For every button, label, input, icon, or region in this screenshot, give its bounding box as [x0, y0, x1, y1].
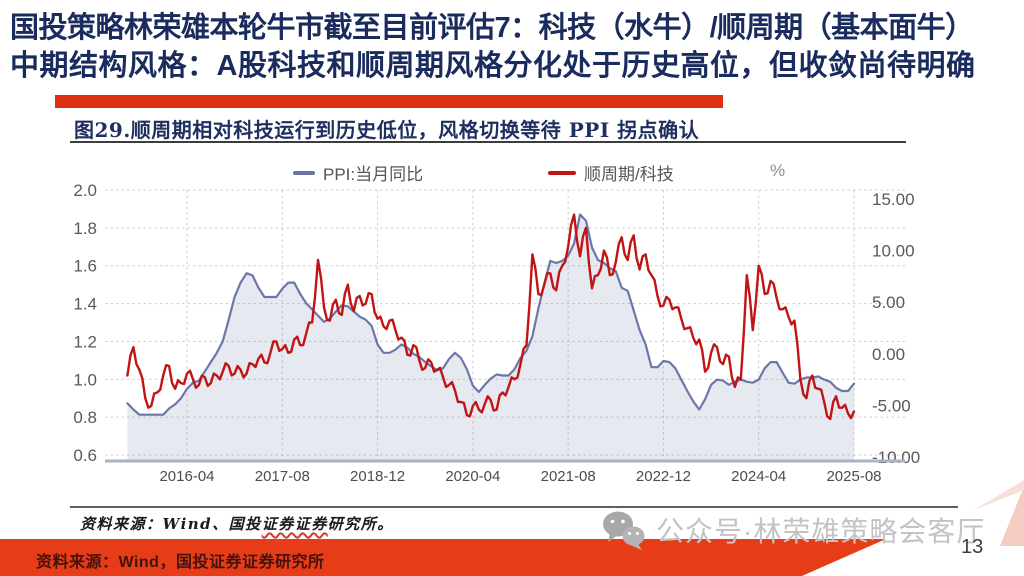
svg-text:2020-04: 2020-04 — [445, 468, 500, 485]
chart-legend: PPI:当月同比 顺周期/科技 % — [0, 160, 1024, 185]
figure-title-rule — [70, 141, 906, 143]
legend-item-ratio: 顺周期/科技 — [548, 160, 674, 185]
svg-text:2025-08: 2025-08 — [826, 468, 881, 485]
svg-text:-10.00: -10.00 — [872, 448, 920, 467]
figure-source-wavy: 证券证券 — [261, 515, 328, 533]
right-axis-unit: % — [770, 161, 786, 180]
title-line-1: 国投策略林荣雄本轮牛市截至目前评估7：科技（水牛）/顺周期（基本面牛） — [10, 12, 974, 44]
svg-text:2022-12: 2022-12 — [636, 468, 691, 485]
svg-text:2021-08: 2021-08 — [541, 468, 596, 485]
svg-text:2017-08: 2017-08 — [255, 468, 310, 485]
legend-item-ppi: PPI:当月同比 — [293, 160, 423, 185]
legend-label-ppi: PPI:当月同比 — [323, 165, 424, 184]
legend-label-ratio: 顺周期/科技 — [584, 165, 674, 184]
figure-source-prefix: 资料来源：Wind、国投 — [80, 515, 262, 533]
svg-text:2024-04: 2024-04 — [731, 468, 786, 485]
watermark: 公众号·林荣雄策略会客厅 — [600, 509, 985, 551]
svg-text:1.0: 1.0 — [73, 370, 97, 389]
svg-text:0.00: 0.00 — [872, 345, 905, 364]
svg-text:5.00: 5.00 — [872, 293, 905, 312]
svg-text:2018-12: 2018-12 — [350, 468, 405, 485]
title-line-2: 中期结构风格：A股科技和顺周期风格分化处于历史高位，但收敛尚待明确 — [10, 50, 976, 82]
title-underline-bar — [55, 95, 723, 108]
footer-ribbon: 资料来源：Wind，国投证券证券研究所 — [0, 539, 886, 576]
footer-source-text: 资料来源：Wind，国投证券证券研究所 — [36, 554, 325, 571]
corner-ribbon-decoration — [974, 480, 1024, 546]
svg-text:1.8: 1.8 — [73, 219, 97, 238]
svg-text:0.6: 0.6 — [73, 446, 97, 465]
legend-swatch-ppi-icon — [293, 170, 315, 175]
figure-source: 资料来源：Wind、国投证券证券研究所。 — [80, 513, 394, 534]
figure-source-suffix: 研究所。 — [327, 515, 394, 533]
figure-source-rule — [70, 506, 958, 508]
svg-text:2.0: 2.0 — [73, 181, 97, 200]
svg-text:15.00: 15.00 — [872, 190, 915, 209]
svg-text:10.00: 10.00 — [872, 242, 915, 261]
figure-title: 图29.顺周期相对科技运行到历史低位，风格切换等待 PPI 拐点确认 — [74, 118, 700, 142]
svg-text:2016-04: 2016-04 — [159, 468, 214, 485]
svg-text:-5.00: -5.00 — [872, 396, 911, 415]
slide-title: 国投策略林荣雄本轮牛市截至目前评估7：科技（水牛）/顺周期（基本面牛） 中期结构… — [10, 10, 1020, 84]
svg-text:1.2: 1.2 — [73, 332, 97, 351]
svg-text:1.6: 1.6 — [73, 257, 97, 276]
svg-text:1.4: 1.4 — [73, 295, 97, 314]
svg-text:0.8: 0.8 — [73, 408, 97, 427]
wechat-icon — [603, 511, 645, 550]
legend-swatch-ratio-icon — [548, 170, 576, 175]
watermark-text: 公众号·林荣雄策略会客厅 — [656, 516, 986, 547]
page-number: 13 — [961, 536, 984, 558]
